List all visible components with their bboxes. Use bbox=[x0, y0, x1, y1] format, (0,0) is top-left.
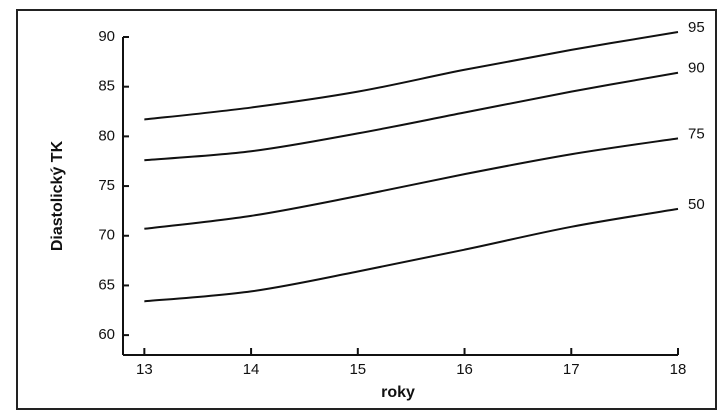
series-line bbox=[144, 137, 679, 230]
series-label: 95 bbox=[688, 19, 705, 36]
y-tick-label: 80 bbox=[98, 127, 115, 144]
y-tick-label: 60 bbox=[98, 326, 115, 343]
series-label: 90 bbox=[688, 60, 705, 77]
y-tick-label: 85 bbox=[98, 78, 115, 95]
series-label: 75 bbox=[688, 125, 705, 142]
y-tick-label: 65 bbox=[98, 276, 115, 293]
series-line bbox=[144, 207, 679, 303]
x-tick-label: 17 bbox=[563, 361, 580, 378]
series-label: 50 bbox=[688, 196, 705, 213]
x-tick-label: 16 bbox=[456, 361, 473, 378]
y-tick-label: 75 bbox=[98, 177, 115, 194]
series-line bbox=[144, 71, 679, 162]
frame bbox=[16, 9, 717, 410]
y-axis-title: Diastolický TK bbox=[49, 140, 66, 251]
x-axis-title: roky bbox=[381, 384, 415, 401]
x-tick-label: 15 bbox=[349, 361, 366, 378]
y-tick-label: 90 bbox=[98, 28, 115, 45]
x-tick-label: 13 bbox=[136, 361, 153, 378]
x-tick-label: 18 bbox=[670, 361, 687, 378]
series-line bbox=[144, 31, 679, 121]
y-tick-label: 70 bbox=[98, 227, 115, 244]
x-tick-label: 14 bbox=[243, 361, 260, 378]
